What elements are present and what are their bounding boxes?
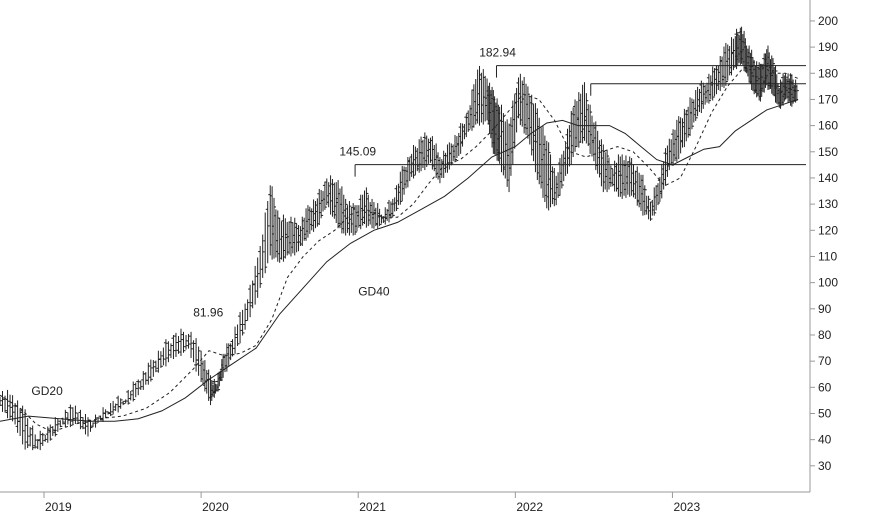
y-tick-label: 140	[818, 171, 838, 185]
y-tick-label: 60	[818, 380, 832, 394]
x-tick-label: 2022	[516, 500, 543, 514]
y-tick-label: 120	[818, 223, 838, 237]
y-tick-label: 70	[818, 354, 832, 368]
x-tick-label: 2019	[45, 500, 72, 514]
annotation-label: 182.94	[479, 45, 516, 59]
price-bars	[0, 26, 799, 451]
x-axis: 2019 2020 2021 2022 2023	[0, 491, 810, 514]
y-tick-label: 170	[818, 92, 838, 106]
y-tick-label: 40	[818, 433, 832, 447]
y-tick-label: 150	[818, 145, 838, 159]
plot-area: 81.96 145.09 182.94 GD20 GD40	[0, 26, 806, 451]
x-tick-label: 2021	[359, 500, 386, 514]
y-tick-label: 190	[818, 40, 838, 54]
y-tick-label: 160	[818, 119, 838, 133]
y-tick-label: 130	[818, 197, 838, 211]
x-tick-label: 2020	[202, 500, 229, 514]
y-tick-label: 100	[818, 276, 838, 290]
annotation-label: GD20	[31, 384, 63, 398]
y-tick-label: 110	[818, 249, 837, 263]
y-tick-label: 180	[818, 66, 838, 80]
y-tick-label: 90	[818, 302, 832, 316]
x-tick-label: 2023	[673, 500, 700, 514]
y-axis: 30 40 50 60 70 80 90 100 110 120 130 140 150 160 170 18…	[809, 0, 838, 492]
y-tick-label: 30	[818, 459, 832, 473]
y-tick-label: 200	[818, 14, 838, 28]
y-tick-label: 80	[818, 328, 832, 342]
annotation-label: 145.09	[339, 145, 376, 159]
gd40-line	[0, 98, 799, 422]
gd20-line	[0, 64, 799, 433]
y-tick-label: 50	[818, 406, 832, 420]
annotation-label: 81.96	[193, 306, 223, 320]
annotation-label: GD40	[358, 285, 390, 299]
